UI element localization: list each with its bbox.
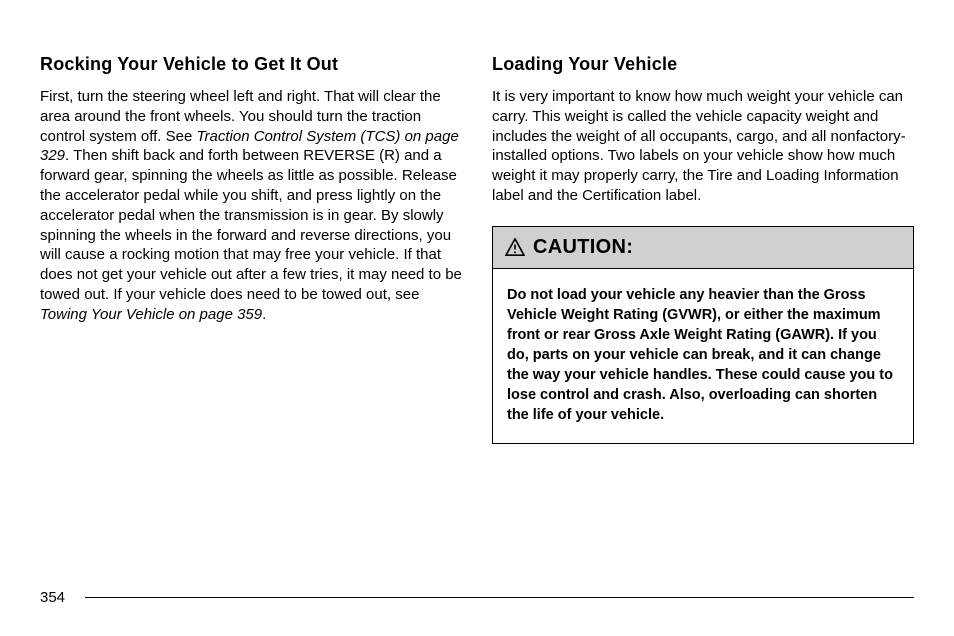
rocking-text-3: . (262, 306, 266, 323)
loading-paragraph: It is very important to know how much we… (492, 87, 914, 206)
loading-heading: Loading Your Vehicle (492, 54, 914, 75)
content-columns: Rocking Your Vehicle to Get It Out First… (40, 54, 914, 444)
page-footer: 354 (40, 589, 914, 606)
caution-title: CAUTION: (533, 236, 633, 259)
rocking-heading: Rocking Your Vehicle to Get It Out (40, 54, 462, 75)
caution-header: CAUTION: (493, 227, 913, 269)
caution-body-text: Do not load your vehicle any heavier tha… (493, 269, 913, 443)
page-number: 354 (40, 589, 65, 606)
warning-triangle-icon (505, 238, 525, 256)
left-column: Rocking Your Vehicle to Get It Out First… (40, 54, 462, 444)
caution-box: CAUTION: Do not load your vehicle any he… (492, 226, 914, 444)
rocking-paragraph: First, turn the steering wheel left and … (40, 87, 462, 325)
towing-reference: Towing Your Vehicle on page 359 (40, 306, 262, 323)
rocking-text-2: . Then shift back and forth between REVE… (40, 147, 462, 303)
footer-rule (85, 597, 914, 599)
right-column: Loading Your Vehicle It is very importan… (492, 54, 914, 444)
